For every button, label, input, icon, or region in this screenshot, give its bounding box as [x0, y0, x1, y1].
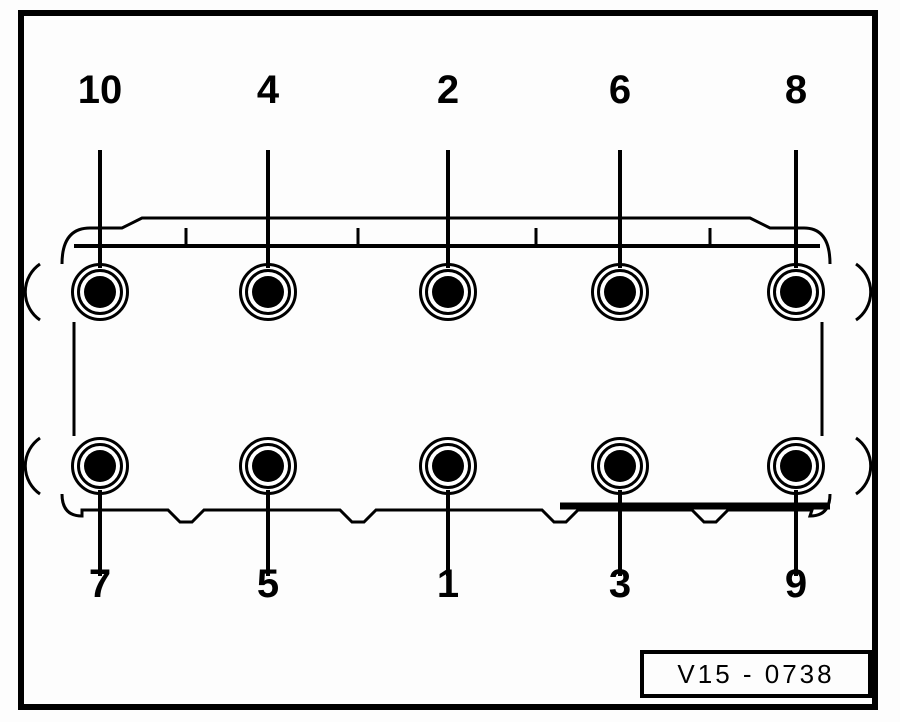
- leader-line: [618, 150, 622, 268]
- bolt-10: [71, 263, 129, 321]
- bolt-3: [591, 437, 649, 495]
- leader-line: [794, 150, 798, 268]
- bolt-6: [591, 263, 649, 321]
- leader-line: [446, 150, 450, 268]
- bolt-number-label: 3: [609, 562, 631, 607]
- bolt-9: [767, 437, 825, 495]
- bolt-number-label: 2: [437, 68, 459, 113]
- leader-line: [98, 150, 102, 268]
- leader-line: [266, 150, 270, 268]
- bolt-number-label: 6: [609, 68, 631, 113]
- diagram-canvas: V15 - 0738 10 4 2 6 8 7 5 1 3 9: [0, 0, 900, 722]
- bolt-number-label: 10: [78, 68, 123, 113]
- bolt-7: [71, 437, 129, 495]
- bolt-number-label: 4: [257, 68, 279, 113]
- bolt-2: [419, 263, 477, 321]
- bolt-8: [767, 263, 825, 321]
- reference-number-box: V15 - 0738: [640, 650, 872, 698]
- bolt-1: [419, 437, 477, 495]
- bolt-4: [239, 263, 297, 321]
- bolt-number-label: 9: [785, 562, 807, 607]
- bolt-number-label: 8: [785, 68, 807, 113]
- bolt-number-label: 7: [89, 562, 111, 607]
- reference-number-text: V15 - 0738: [677, 659, 834, 690]
- bolt-5: [239, 437, 297, 495]
- bolt-number-label: 5: [257, 562, 279, 607]
- bolt-number-label: 1: [437, 562, 459, 607]
